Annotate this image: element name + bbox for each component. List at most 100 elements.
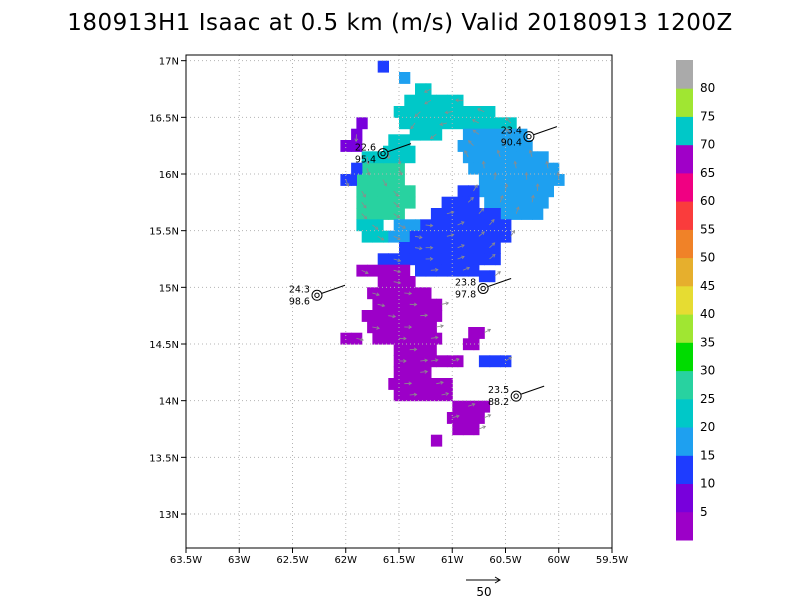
wind-cell (489, 106, 496, 118)
wind-cell (409, 378, 421, 390)
wind-cell (383, 332, 395, 345)
wind-cell (457, 140, 469, 152)
wind-cell (377, 264, 389, 277)
wind-arrow (529, 150, 533, 158)
wind-cell (399, 185, 411, 198)
wind-arrow-head (395, 193, 399, 197)
wind-arrow (441, 393, 449, 396)
wind-arrow-head (506, 128, 510, 132)
station-temp: 24.3 (289, 284, 310, 295)
wind-arrow (398, 168, 402, 176)
wind-arrow (505, 184, 508, 192)
wind-cell (431, 219, 443, 232)
reference-vector-label: 50 (476, 585, 491, 599)
wind-cell (457, 412, 469, 424)
wind-cell (473, 117, 485, 130)
station-temp: 23.5 (488, 385, 509, 396)
wind-arrow-head (397, 269, 402, 274)
wind-cell (436, 106, 448, 118)
wind-cell (356, 174, 368, 186)
wind-arrow (414, 247, 422, 249)
wind-arrow-head (397, 258, 402, 263)
wind-arrow (457, 256, 465, 260)
wind-arrow-head (491, 218, 495, 223)
wind-cell (441, 196, 453, 209)
wind-cell (415, 94, 427, 107)
wind-arrow (452, 358, 460, 362)
wind-arrow-head (362, 194, 366, 198)
wind-cell (372, 162, 384, 175)
wind-cell (415, 332, 427, 345)
wind-cell (425, 83, 432, 96)
wind-cell (383, 298, 395, 311)
station-marker (523, 131, 535, 143)
wind-cell (399, 72, 411, 84)
wind-arrow-head (429, 245, 434, 250)
wind-cell (404, 106, 416, 118)
wind-cell (473, 230, 485, 243)
wind-arrow (489, 219, 495, 226)
wind-arrow-head (440, 324, 444, 329)
wind-cell (399, 276, 411, 288)
x-tick-label: 60W (547, 555, 570, 566)
wind-cell (494, 196, 507, 209)
wind-arrow-head (481, 160, 486, 165)
wind-arrow (457, 221, 465, 226)
wind-arrow (424, 99, 432, 105)
wind-cell (510, 140, 523, 152)
wind-cell (383, 230, 389, 243)
wind-arrow-head (363, 204, 367, 209)
colorbar-swatch (676, 314, 693, 343)
wind-arrow (531, 195, 534, 203)
wind-cell (489, 140, 501, 152)
wind-cell (462, 230, 475, 243)
station-barb (487, 277, 512, 287)
wind-cell (542, 185, 554, 198)
station-pressure: 88.2 (488, 397, 509, 408)
wind-cell (441, 253, 453, 266)
colorbar-swatch (676, 285, 693, 315)
wind-arrow-head (464, 150, 468, 154)
y-tick-label: 15.5N (149, 227, 179, 238)
wind-cell (431, 230, 443, 243)
wind-cell (468, 327, 480, 339)
wind-cell (478, 162, 491, 175)
wind-arrow-head (472, 129, 477, 134)
wind-cell (420, 378, 432, 390)
wind-arrow (430, 359, 438, 362)
wind-cell (462, 219, 475, 232)
colorbar-swatch (676, 398, 693, 428)
wind-cell (431, 128, 443, 141)
wind-cell (404, 332, 416, 345)
y-tick-label: 16N (159, 170, 179, 181)
wind-cell (388, 174, 400, 186)
wind-cell (462, 128, 475, 141)
wind-arrow (515, 206, 519, 214)
wind-cell (409, 196, 416, 209)
wind-arrow (430, 336, 438, 339)
wind-cell (446, 94, 459, 107)
wind-arrow-head (366, 172, 371, 176)
wind-arrow-head (383, 182, 387, 187)
colorbar-label: 55 (700, 222, 715, 236)
wind-arrow (436, 325, 444, 328)
wind-arrow-head (487, 328, 492, 333)
wind-arrow-head (435, 268, 439, 272)
wind-arrow (505, 117, 512, 124)
colorbar-swatch (676, 201, 693, 230)
wind-arrow-head (381, 303, 386, 308)
wind-arrow-head (424, 369, 429, 374)
wind-arrow-head (505, 117, 509, 121)
wind-arrow (472, 129, 480, 135)
wind-arrow (446, 211, 454, 215)
wind-cell (377, 208, 389, 220)
wind-cell (361, 230, 373, 243)
wind-arrow-head (365, 160, 370, 165)
wind-arrow-head (360, 337, 364, 342)
wind-cell (452, 400, 464, 413)
wind-cell (473, 253, 485, 266)
wind-cell (505, 151, 517, 164)
wind-arrow-head (496, 149, 501, 154)
wind-arrow-head (380, 237, 385, 241)
wind-cell (351, 174, 357, 186)
